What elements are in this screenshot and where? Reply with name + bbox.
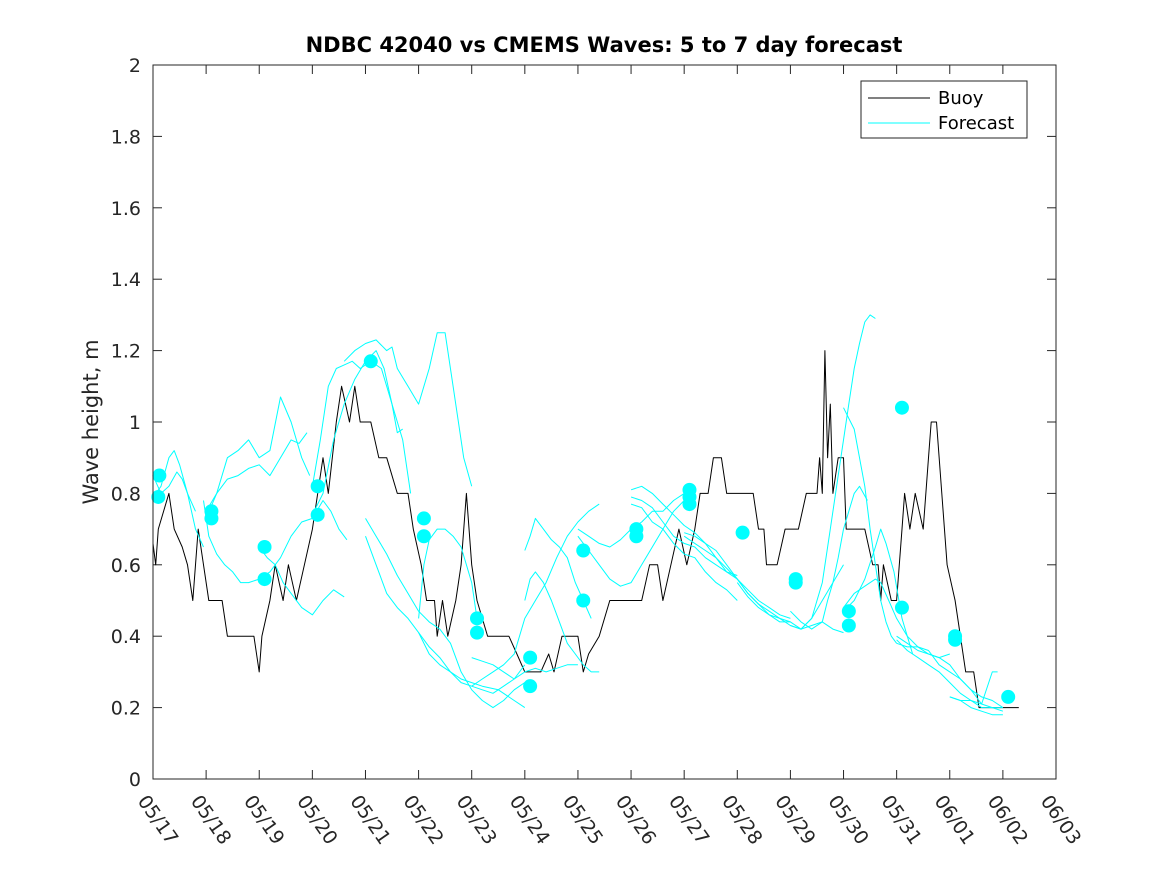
y-tick-label: 1.6 <box>111 198 141 220</box>
forecast-start-marker <box>894 600 909 615</box>
forecast-series-line <box>205 432 308 519</box>
forecast-start-marker <box>523 679 538 694</box>
forecast-series-line <box>203 500 260 584</box>
forecast-series-line <box>896 635 1004 709</box>
forecast-start-marker <box>948 632 963 647</box>
forecast-series-line <box>736 564 844 630</box>
x-tick-label: 05/29 <box>770 791 819 848</box>
forecast-series-line <box>524 517 592 619</box>
x-tick-label: 05/18 <box>186 791 235 848</box>
forecast-series-line <box>843 528 914 655</box>
forecast-series-line <box>471 503 600 687</box>
y-tick-label: 1 <box>129 412 141 434</box>
forecast-series-line <box>790 485 868 630</box>
forecast-series-line <box>205 396 311 512</box>
x-tick-label: 05/31 <box>877 791 926 848</box>
legend-box <box>860 80 1028 139</box>
forecast-series-line <box>418 528 478 619</box>
forecast-start-marker <box>576 593 591 608</box>
x-tick-label: 05/20 <box>292 791 341 848</box>
x-tick-label: 05/22 <box>398 791 447 848</box>
y-tick-label: 0.4 <box>111 626 141 648</box>
forecast-start-marker <box>310 507 325 522</box>
legend-forecast-label: Forecast <box>938 113 1014 134</box>
forecast-start-marker <box>576 543 591 558</box>
x-tick-label: 05/28 <box>717 791 766 848</box>
x-tick-label: 06/02 <box>983 791 1032 848</box>
y-tick-label: 0.6 <box>111 555 141 577</box>
y-tick-label: 0 <box>129 769 141 791</box>
y-tick-label: 0.2 <box>111 698 141 720</box>
x-tick-label: 06/03 <box>1036 791 1085 848</box>
forecast-start-marker <box>735 525 750 540</box>
forecast-start-marker <box>257 572 272 587</box>
y-axis-label: Wave height, m <box>79 339 103 504</box>
forecast-start-marker <box>788 575 803 590</box>
forecast-start-marker <box>841 618 856 633</box>
forecast-series-line <box>311 360 412 494</box>
y-tick-label: 1.4 <box>111 269 141 291</box>
forecast-series-line <box>258 500 348 580</box>
forecast-series-line <box>630 496 738 580</box>
x-tick-label: 05/21 <box>345 791 394 848</box>
forecast-series-line <box>843 407 898 644</box>
series-layer <box>152 314 1019 716</box>
x-tick-label: 05/23 <box>452 791 501 848</box>
forecast-start-marker <box>363 354 378 369</box>
forecast-start-marker <box>416 529 431 544</box>
x-tick-label: 06/01 <box>930 791 979 848</box>
legend: Buoy Forecast <box>860 80 1028 139</box>
forecast-series-line <box>258 546 345 616</box>
x-tick-label: 05/19 <box>239 791 288 848</box>
forecast-series-line <box>365 536 526 709</box>
forecast-start-marker <box>523 650 538 665</box>
plot-frame <box>152 64 1057 780</box>
x-tick-label: 05/26 <box>611 791 660 848</box>
y-tick-label: 2 <box>129 55 141 77</box>
x-tick-label: 05/17 <box>133 791 182 848</box>
buoy-series-line <box>152 350 1019 709</box>
x-tick-label: 05/30 <box>823 791 872 848</box>
forecast-start-marker <box>629 529 644 544</box>
marker-layer <box>151 354 1016 704</box>
forecast-series-line <box>630 503 738 601</box>
forecast-start-marker <box>257 539 272 554</box>
forecast-start-marker <box>152 468 167 483</box>
y-tick-label: 0.8 <box>111 483 141 505</box>
forecast-start-marker <box>470 625 485 640</box>
forecast-series-line <box>524 571 600 673</box>
forecast-series-line <box>896 642 1003 709</box>
forecast-start-marker <box>151 489 166 504</box>
forecast-series-line <box>343 332 473 487</box>
forecast-start-marker <box>682 497 697 512</box>
forecast-series-line <box>630 485 738 576</box>
forecast-series-line <box>949 696 1003 716</box>
forecast-series-line <box>790 314 876 630</box>
forecast-series-line <box>471 657 578 680</box>
forecast-start-marker <box>416 511 431 526</box>
forecast-start-marker <box>1001 689 1016 704</box>
forecast-start-marker <box>204 511 219 526</box>
chart-title: NDBC 42040 vs CMEMS Waves: 5 to 7 day fo… <box>306 33 903 57</box>
forecast-series-line <box>365 518 526 709</box>
y-tick-label: 1.8 <box>111 126 141 148</box>
legend-buoy-label: Buoy <box>938 88 984 109</box>
y-tick-label: 1.2 <box>111 341 141 363</box>
forecast-start-marker <box>470 611 485 626</box>
x-tick-label: 05/25 <box>558 791 607 848</box>
forecast-start-marker <box>841 604 856 619</box>
forecast-series-line <box>152 450 196 512</box>
forecast-series-line <box>896 639 1004 712</box>
forecast-start-marker <box>310 479 325 494</box>
x-tick-label: 05/24 <box>505 791 554 848</box>
forecast-series-line <box>577 500 685 587</box>
plot-area <box>153 65 1056 779</box>
forecast-start-marker <box>894 400 909 415</box>
x-tick-label: 05/27 <box>664 791 713 848</box>
